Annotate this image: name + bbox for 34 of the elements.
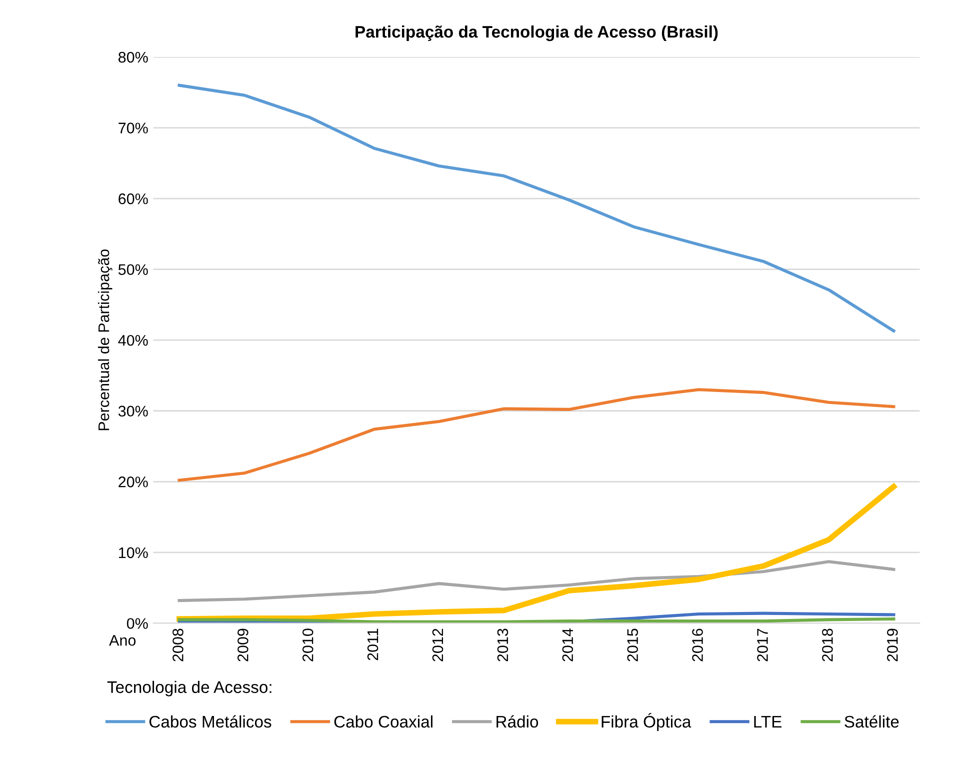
y-tick-label: 10% (119, 547, 148, 558)
x-tick-label: 2009 (237, 628, 248, 662)
y-axis-title: Percentual de Participação (98, 249, 112, 430)
x-tick-label: 2008 (172, 628, 184, 662)
line-series (178, 388, 896, 482)
line-series (178, 84, 896, 332)
legend-label: Cabos Metálicos (149, 715, 272, 728)
y-tick-label: 20% (118, 476, 148, 488)
y-tick-label: 30% (118, 406, 148, 417)
x-tick-label: 2018 (822, 628, 833, 662)
legend-title: Tecnologia de Acesso: (107, 680, 272, 696)
y-tick-label: 70% (118, 122, 148, 134)
y-tick-label: 60% (118, 193, 148, 204)
legend-label: Cabo Coaxial (334, 715, 432, 728)
y-tick-label: 80% (118, 52, 148, 63)
x-tick-label: 2014 (562, 628, 574, 662)
line-series (178, 560, 896, 602)
chart-title: Participação da Tecnologia de Acesso (Brasil) (356, 25, 718, 42)
x-tick-label: 2015 (627, 628, 638, 662)
legend-label: LTE (754, 716, 782, 728)
x-tick-label: 2017 (757, 628, 768, 662)
legend-label: Satélite (844, 715, 899, 728)
x-tick-label: 2011 (367, 628, 378, 660)
x-axis-title: Ano (109, 635, 136, 646)
x-tick-label: 2010 (302, 628, 314, 662)
y-tick-label: 0% (126, 618, 148, 629)
x-tick-label: 2019 (886, 628, 898, 662)
x-tick-label: 2012 (432, 628, 444, 662)
legend-label: Fibra Óptica (602, 713, 692, 731)
x-tick-label: 2016 (692, 628, 703, 662)
y-tick-label: 50% (118, 264, 148, 276)
y-tick-label: 40% (118, 334, 148, 346)
legend-label: Rádio (496, 715, 538, 728)
x-tick-label: 2013 (497, 628, 508, 662)
